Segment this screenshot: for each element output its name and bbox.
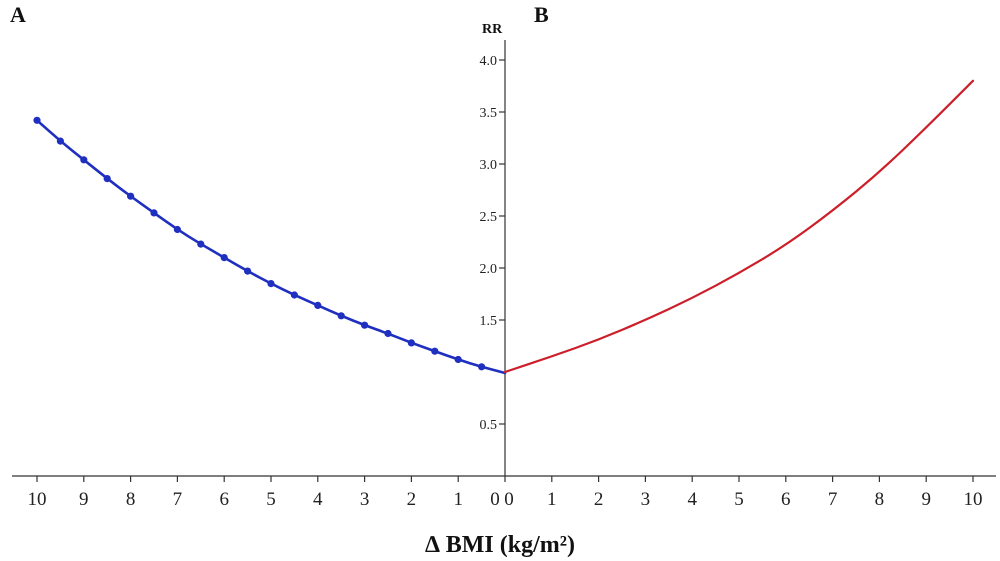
series-point-a xyxy=(56,137,64,145)
y-tick-label: 2.5 xyxy=(480,210,498,225)
series-point-a xyxy=(267,280,275,288)
series-point-a xyxy=(454,355,462,364)
series-point-a xyxy=(33,116,41,124)
x-tick-label-left: 10 xyxy=(28,489,47,510)
series-point-a xyxy=(197,240,205,248)
x-tick-label-right: 5 xyxy=(734,489,744,510)
series-point-a xyxy=(407,339,415,347)
y-tick-label: 1.5 xyxy=(480,314,498,329)
series-point-a xyxy=(384,329,392,338)
series-point-a xyxy=(337,312,345,320)
x-tick-label-left: 0 xyxy=(490,489,500,510)
x-axis-label: ∆ BMI (kg/m²) xyxy=(425,532,575,558)
series-point-a xyxy=(103,175,111,183)
series-point-a xyxy=(244,267,252,275)
series-point-a xyxy=(150,209,158,217)
x-tick-label-right: 4 xyxy=(687,489,697,510)
series-point-a xyxy=(173,225,181,234)
y-tick-label: 4.0 xyxy=(480,54,498,69)
x-tick-label-left: 7 xyxy=(173,489,183,510)
x-tick-label-left: 3 xyxy=(360,489,370,510)
series-line-a xyxy=(35,119,507,375)
y-tick-label: 3.0 xyxy=(480,158,498,173)
x-tick-label-right: 10 xyxy=(964,489,983,510)
y-tick-label: 0.5 xyxy=(480,418,498,433)
x-tick-label-right: 8 xyxy=(875,489,885,510)
x-tick-label-left: 5 xyxy=(266,489,276,510)
series-point-a xyxy=(127,192,135,200)
x-tick-label-right: 6 xyxy=(781,489,791,510)
x-tick-label-left: 2 xyxy=(407,489,417,510)
series-point-a xyxy=(431,347,439,355)
x-tick-label-right: 0 xyxy=(504,489,514,510)
x-tick-label-left: 8 xyxy=(126,489,136,510)
x-tick-label-left: 1 xyxy=(453,489,463,510)
x-tick-label-right: 7 xyxy=(828,489,838,510)
series-line-b xyxy=(503,79,975,374)
series-point-a xyxy=(478,363,486,371)
x-tick-label-right: 9 xyxy=(921,489,931,510)
x-ticks: 10 9 8 7 6 5 4 3 2 1 0 0 1 2 3 4 5 6 7 8 9 10 xyxy=(28,476,983,510)
y-axis-label: RR xyxy=(482,22,503,37)
y-ticks: 0.5 1.5 2.0 2.5 3.0 3.5 4.0 xyxy=(480,54,505,433)
x-tick-label-left: 4 xyxy=(313,489,323,510)
panel-a-label: A xyxy=(10,2,26,27)
y-tick-label: 3.5 xyxy=(480,106,498,121)
series-layer xyxy=(33,79,975,375)
panel-b-label: B xyxy=(534,2,549,27)
series-point-a xyxy=(80,156,88,164)
y-tick-label: 2.0 xyxy=(480,262,498,277)
x-tick-label-right: 3 xyxy=(641,489,651,510)
series-point-a xyxy=(290,291,298,299)
series-point-a xyxy=(361,321,369,329)
series-point-a xyxy=(314,301,322,309)
x-tick-label-left: 9 xyxy=(79,489,89,510)
x-tick-label-right: 2 xyxy=(594,489,604,510)
series-point-a xyxy=(220,254,228,262)
x-tick-label-left: 6 xyxy=(219,489,229,510)
x-tick-label-right: 1 xyxy=(547,489,557,510)
